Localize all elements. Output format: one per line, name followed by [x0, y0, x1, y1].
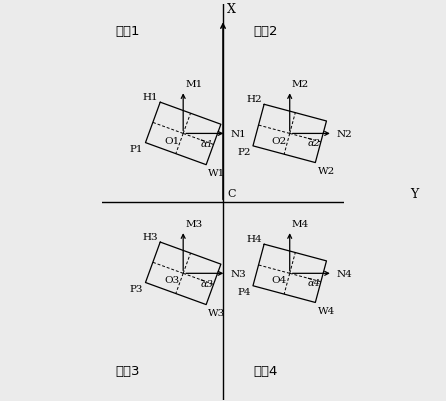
Text: N2: N2	[337, 130, 352, 139]
Text: P1: P1	[130, 144, 143, 153]
Text: W4: W4	[318, 306, 335, 315]
Text: 相机3: 相机3	[116, 364, 140, 377]
Text: W3: W3	[208, 308, 226, 317]
Text: α4: α4	[308, 278, 321, 288]
Text: W1: W1	[208, 168, 226, 178]
Text: N1: N1	[230, 130, 246, 139]
Text: M2: M2	[292, 80, 309, 89]
Text: M3: M3	[186, 220, 202, 229]
Text: N4: N4	[337, 269, 352, 278]
Text: O3: O3	[165, 276, 180, 285]
Text: H1: H1	[142, 93, 158, 102]
Text: 相机2: 相机2	[253, 24, 277, 38]
Text: P2: P2	[237, 148, 251, 156]
Text: X: X	[227, 3, 236, 16]
Text: O4: O4	[271, 276, 286, 285]
Text: M4: M4	[292, 220, 309, 229]
Text: α1: α1	[201, 140, 214, 149]
Text: H3: H3	[142, 233, 158, 241]
Text: C: C	[227, 188, 236, 198]
Text: P4: P4	[237, 287, 251, 296]
Text: H2: H2	[246, 95, 262, 104]
Text: N3: N3	[230, 269, 246, 278]
Text: O1: O1	[165, 136, 180, 145]
Text: 相机4: 相机4	[253, 364, 277, 377]
Text: M1: M1	[186, 80, 202, 89]
Text: W2: W2	[318, 166, 335, 175]
Text: 相机1: 相机1	[116, 24, 140, 38]
Text: O2: O2	[271, 136, 286, 145]
Text: α2: α2	[308, 139, 321, 148]
Text: Y: Y	[410, 188, 418, 200]
Text: α3: α3	[201, 279, 214, 288]
Text: H4: H4	[246, 235, 262, 243]
Text: P3: P3	[130, 284, 143, 293]
